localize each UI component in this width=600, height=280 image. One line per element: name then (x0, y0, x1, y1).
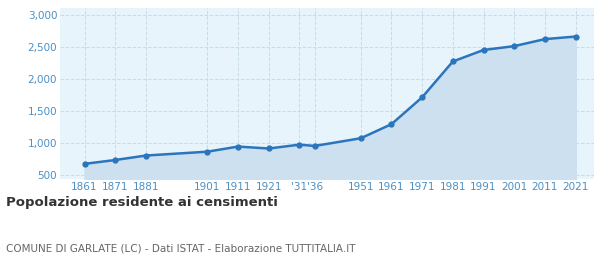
Text: Popolazione residente ai censimenti: Popolazione residente ai censimenti (6, 196, 278, 209)
Text: COMUNE DI GARLATE (LC) - Dati ISTAT - Elaborazione TUTTITALIA.IT: COMUNE DI GARLATE (LC) - Dati ISTAT - El… (6, 244, 355, 254)
